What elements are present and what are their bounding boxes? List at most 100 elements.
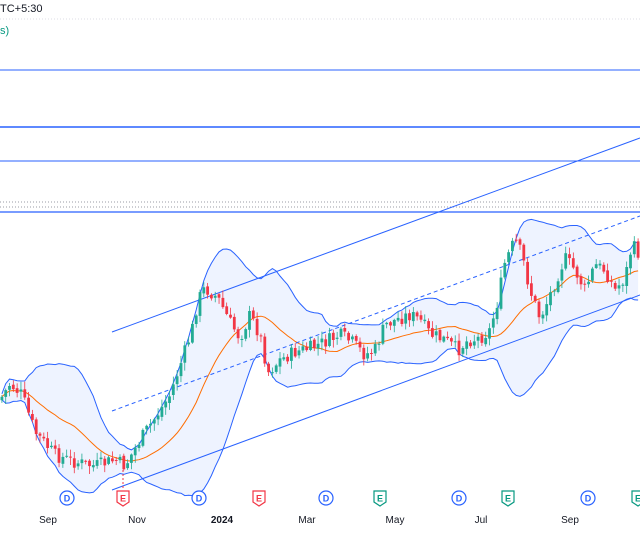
candle[interactable] bbox=[560, 263, 564, 289]
channel-lower-line[interactable] bbox=[111, 294, 640, 491]
candle[interactable] bbox=[217, 292, 221, 304]
candle[interactable] bbox=[347, 331, 350, 344]
candle[interactable] bbox=[248, 305, 251, 338]
candle[interactable] bbox=[552, 288, 556, 297]
candle[interactable] bbox=[366, 346, 369, 362]
candle[interactable] bbox=[419, 310, 423, 323]
candle[interactable] bbox=[118, 454, 122, 464]
candle[interactable] bbox=[568, 247, 571, 265]
candle[interactable] bbox=[259, 333, 263, 343]
candle[interactable] bbox=[202, 282, 206, 298]
candle[interactable] bbox=[191, 320, 194, 344]
candle[interactable] bbox=[290, 344, 293, 369]
dividend-marker[interactable]: D bbox=[191, 490, 207, 506]
candle[interactable] bbox=[99, 451, 103, 465]
candle[interactable] bbox=[34, 417, 38, 441]
candle[interactable] bbox=[80, 453, 84, 470]
candle[interactable] bbox=[625, 261, 629, 294]
dividend-marker[interactable]: D bbox=[580, 490, 596, 506]
candle[interactable] bbox=[636, 238, 640, 260]
dividend-marker[interactable]: D bbox=[451, 490, 467, 506]
candle[interactable] bbox=[370, 348, 373, 361]
candle[interactable] bbox=[50, 441, 53, 449]
candle[interactable] bbox=[591, 266, 594, 283]
candle[interactable] bbox=[438, 328, 442, 343]
candle[interactable] bbox=[179, 355, 183, 383]
candle[interactable] bbox=[65, 449, 69, 459]
candle[interactable] bbox=[354, 334, 358, 345]
candle[interactable] bbox=[446, 331, 449, 341]
upper-band-line[interactable] bbox=[1, 218, 639, 451]
candle[interactable] bbox=[495, 302, 499, 325]
candle[interactable] bbox=[564, 246, 568, 271]
candle[interactable] bbox=[377, 341, 381, 351]
candle[interactable] bbox=[8, 383, 11, 397]
candle[interactable] bbox=[514, 233, 518, 243]
candle[interactable] bbox=[76, 460, 80, 470]
candle[interactable] bbox=[255, 312, 259, 342]
candle[interactable] bbox=[396, 311, 400, 323]
candle[interactable] bbox=[522, 243, 526, 266]
candle[interactable] bbox=[571, 252, 575, 270]
candle[interactable] bbox=[149, 419, 152, 433]
candle[interactable] bbox=[282, 353, 286, 361]
candle[interactable] bbox=[312, 337, 316, 352]
candle[interactable] bbox=[122, 453, 126, 471]
candle[interactable] bbox=[263, 333, 267, 367]
candle[interactable] bbox=[461, 346, 465, 358]
candle[interactable] bbox=[533, 294, 537, 304]
candle[interactable] bbox=[175, 370, 179, 391]
earnings-marker[interactable]: E bbox=[501, 490, 515, 507]
candle[interactable] bbox=[293, 343, 297, 358]
candle[interactable] bbox=[602, 262, 606, 274]
candle[interactable] bbox=[23, 381, 27, 400]
candle[interactable] bbox=[434, 325, 438, 343]
candle[interactable] bbox=[19, 381, 23, 400]
candle[interactable] bbox=[358, 337, 362, 352]
candle[interactable] bbox=[278, 352, 282, 375]
candle[interactable] bbox=[187, 336, 190, 347]
candle[interactable] bbox=[69, 449, 72, 465]
candle[interactable] bbox=[450, 336, 453, 346]
candle[interactable] bbox=[545, 296, 549, 322]
candle[interactable] bbox=[431, 321, 434, 339]
candle[interactable] bbox=[194, 314, 198, 328]
candle[interactable] bbox=[472, 334, 476, 349]
candle[interactable] bbox=[46, 431, 49, 454]
candle[interactable] bbox=[305, 342, 309, 352]
candle[interactable] bbox=[389, 321, 392, 331]
candle[interactable] bbox=[556, 278, 560, 294]
channel-mid-line[interactable] bbox=[111, 215, 640, 412]
candle[interactable] bbox=[598, 260, 602, 270]
candle[interactable] bbox=[335, 331, 339, 345]
candle[interactable] bbox=[610, 275, 613, 288]
candle[interactable] bbox=[480, 332, 484, 346]
candle[interactable] bbox=[309, 336, 312, 352]
candle[interactable] bbox=[171, 376, 175, 400]
candle[interactable] bbox=[575, 264, 579, 285]
candle[interactable] bbox=[453, 335, 457, 348]
candle[interactable] bbox=[491, 311, 495, 334]
candle[interactable] bbox=[27, 391, 30, 416]
candle[interactable] bbox=[632, 236, 636, 258]
dividend-marker[interactable]: D bbox=[59, 490, 75, 506]
candle[interactable] bbox=[549, 286, 552, 312]
candle[interactable] bbox=[210, 293, 213, 301]
candle[interactable] bbox=[320, 331, 324, 351]
candle[interactable] bbox=[145, 424, 149, 435]
candle[interactable] bbox=[385, 321, 389, 329]
candle[interactable] bbox=[156, 408, 160, 426]
candle[interactable] bbox=[518, 237, 522, 250]
candle[interactable] bbox=[339, 326, 343, 341]
candle[interactable] bbox=[225, 302, 229, 316]
candle[interactable] bbox=[408, 309, 411, 327]
candle[interactable] bbox=[286, 354, 289, 365]
candle[interactable] bbox=[251, 307, 255, 321]
candle[interactable] bbox=[457, 333, 461, 361]
candle[interactable] bbox=[95, 452, 99, 469]
candle[interactable] bbox=[583, 279, 587, 292]
candle[interactable] bbox=[484, 331, 488, 347]
dividend-marker[interactable]: D bbox=[318, 490, 334, 506]
earnings-marker[interactable]: E bbox=[373, 490, 387, 507]
candle[interactable] bbox=[164, 395, 168, 415]
